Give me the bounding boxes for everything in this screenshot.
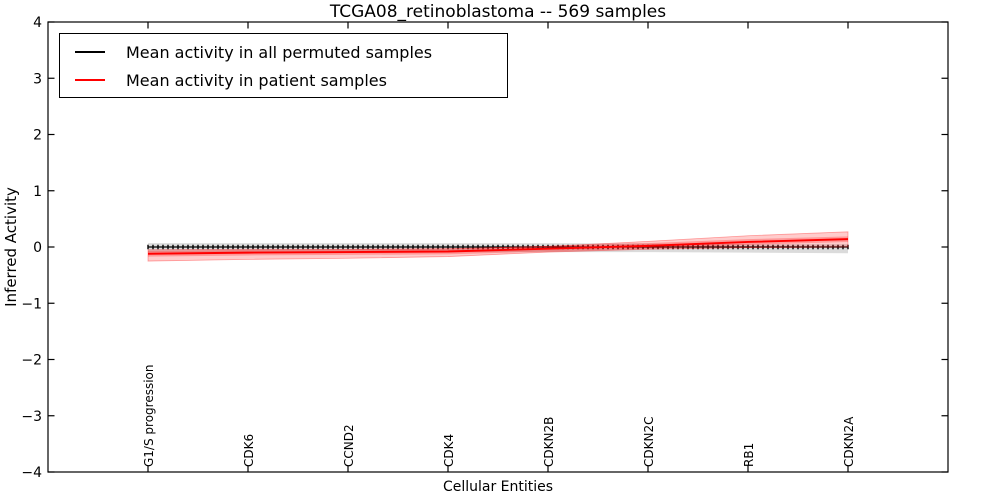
y-tick-label: 1: [33, 184, 42, 200]
y-tick-label: −2: [21, 353, 42, 369]
x-tick-label: CDK4: [442, 434, 456, 467]
y-tick-label: 4: [33, 15, 42, 31]
y-tick-label: −4: [21, 465, 42, 481]
legend: Mean activity in all permuted samples Me…: [59, 33, 508, 98]
x-tick-label: CDKN2B: [542, 417, 556, 467]
legend-line-sample-red: [75, 79, 105, 81]
y-tick-label: −1: [21, 296, 42, 312]
x-tick-label: CCND2: [342, 424, 356, 467]
legend-label-patient: Mean activity in patient samples: [126, 70, 387, 90]
x-tick-label: CDK6: [242, 434, 256, 467]
legend-label-permuted: Mean activity in all permuted samples: [126, 42, 433, 62]
y-tick-label: −3: [21, 409, 42, 425]
x-tick-label: CDKN2A: [842, 416, 856, 467]
y-tick-label: 3: [33, 71, 42, 87]
legend-entry-permuted: Mean activity in all permuted samples: [60, 38, 507, 66]
confidence-band-patient: [147, 231, 849, 262]
x-axis-label: Cellular Entities: [442, 479, 554, 495]
series-line-patient: [147, 238, 849, 255]
y-tick-label: 2: [33, 128, 42, 144]
legend-entry-patient: Mean activity in patient samples: [60, 66, 507, 94]
chart-title: TCGA08_retinoblastoma -- 569 samples: [329, 2, 667, 22]
x-tick-label: RB1: [742, 443, 756, 467]
y-tick-label: 0: [33, 240, 42, 256]
x-tick-label: G1/S progression: [142, 365, 156, 468]
y-axis-label: Inferred Activity: [2, 187, 20, 307]
x-tick-label: CDKN2C: [642, 417, 656, 467]
legend-line-sample-black: [75, 51, 105, 53]
